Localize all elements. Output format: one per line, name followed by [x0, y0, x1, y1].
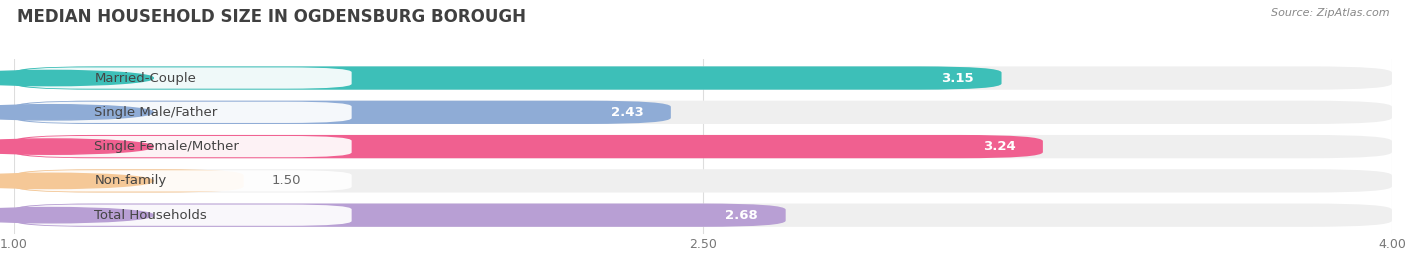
FancyBboxPatch shape [21, 170, 351, 192]
FancyBboxPatch shape [14, 204, 786, 227]
Text: 3.24: 3.24 [983, 140, 1015, 153]
FancyBboxPatch shape [21, 204, 351, 226]
FancyBboxPatch shape [14, 101, 671, 124]
Circle shape [0, 70, 153, 86]
Circle shape [0, 207, 153, 223]
FancyBboxPatch shape [14, 66, 1392, 90]
Text: 2.68: 2.68 [725, 209, 758, 222]
FancyBboxPatch shape [21, 136, 351, 157]
Circle shape [0, 173, 153, 189]
FancyBboxPatch shape [14, 135, 1043, 158]
Text: Single Female/Mother: Single Female/Mother [94, 140, 239, 153]
FancyBboxPatch shape [14, 66, 1001, 90]
Text: Total Households: Total Households [94, 209, 207, 222]
FancyBboxPatch shape [21, 102, 351, 123]
FancyBboxPatch shape [14, 169, 1392, 193]
Text: Married-Couple: Married-Couple [94, 72, 197, 84]
Text: Non-family: Non-family [94, 174, 167, 187]
FancyBboxPatch shape [14, 101, 1392, 124]
FancyBboxPatch shape [14, 204, 1392, 227]
Text: 2.43: 2.43 [610, 106, 644, 119]
Text: 1.50: 1.50 [271, 174, 301, 187]
FancyBboxPatch shape [14, 135, 1392, 158]
FancyBboxPatch shape [14, 169, 243, 193]
Text: MEDIAN HOUSEHOLD SIZE IN OGDENSBURG BOROUGH: MEDIAN HOUSEHOLD SIZE IN OGDENSBURG BORO… [17, 8, 526, 26]
Circle shape [0, 105, 153, 120]
Text: 3.15: 3.15 [942, 72, 974, 84]
Text: Single Male/Father: Single Male/Father [94, 106, 218, 119]
FancyBboxPatch shape [21, 68, 351, 89]
Text: Source: ZipAtlas.com: Source: ZipAtlas.com [1271, 8, 1389, 18]
Circle shape [0, 139, 153, 154]
